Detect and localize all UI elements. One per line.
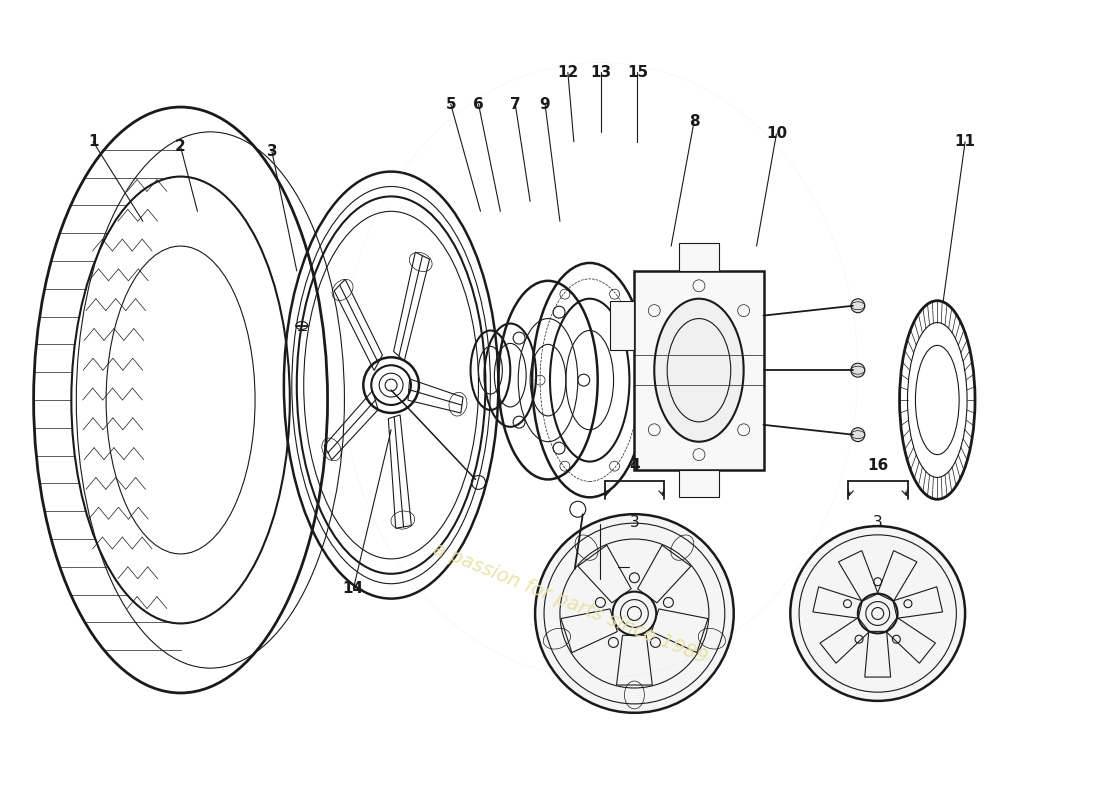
Text: 3: 3 bbox=[872, 515, 882, 530]
Text: 14: 14 bbox=[343, 581, 364, 596]
Text: 7: 7 bbox=[510, 97, 520, 111]
Circle shape bbox=[790, 526, 965, 701]
Text: 6: 6 bbox=[473, 97, 484, 111]
Circle shape bbox=[851, 428, 865, 442]
Bar bbox=[635, 271, 763, 470]
Text: 3: 3 bbox=[266, 144, 277, 159]
Text: 5: 5 bbox=[446, 97, 456, 111]
Text: 2: 2 bbox=[175, 139, 186, 154]
Text: 12: 12 bbox=[558, 65, 579, 80]
Text: 16: 16 bbox=[867, 458, 889, 474]
Text: 13: 13 bbox=[590, 65, 612, 80]
Bar bbox=[609, 301, 635, 350]
Text: 4: 4 bbox=[629, 458, 640, 474]
Circle shape bbox=[851, 299, 865, 313]
Circle shape bbox=[851, 363, 865, 377]
Text: 15: 15 bbox=[627, 65, 648, 80]
Text: 8: 8 bbox=[689, 114, 700, 130]
Bar bbox=[629, 544, 658, 589]
Text: 1: 1 bbox=[88, 134, 98, 150]
Text: 9: 9 bbox=[540, 97, 550, 111]
Text: 10: 10 bbox=[766, 126, 786, 142]
Bar bbox=[679, 243, 718, 271]
Ellipse shape bbox=[654, 298, 744, 442]
Text: 11: 11 bbox=[955, 134, 976, 150]
Bar bbox=[679, 470, 718, 498]
Text: 3: 3 bbox=[629, 515, 639, 530]
Text: a passion for parts since 1989: a passion for parts since 1989 bbox=[430, 540, 710, 667]
Circle shape bbox=[535, 514, 734, 713]
